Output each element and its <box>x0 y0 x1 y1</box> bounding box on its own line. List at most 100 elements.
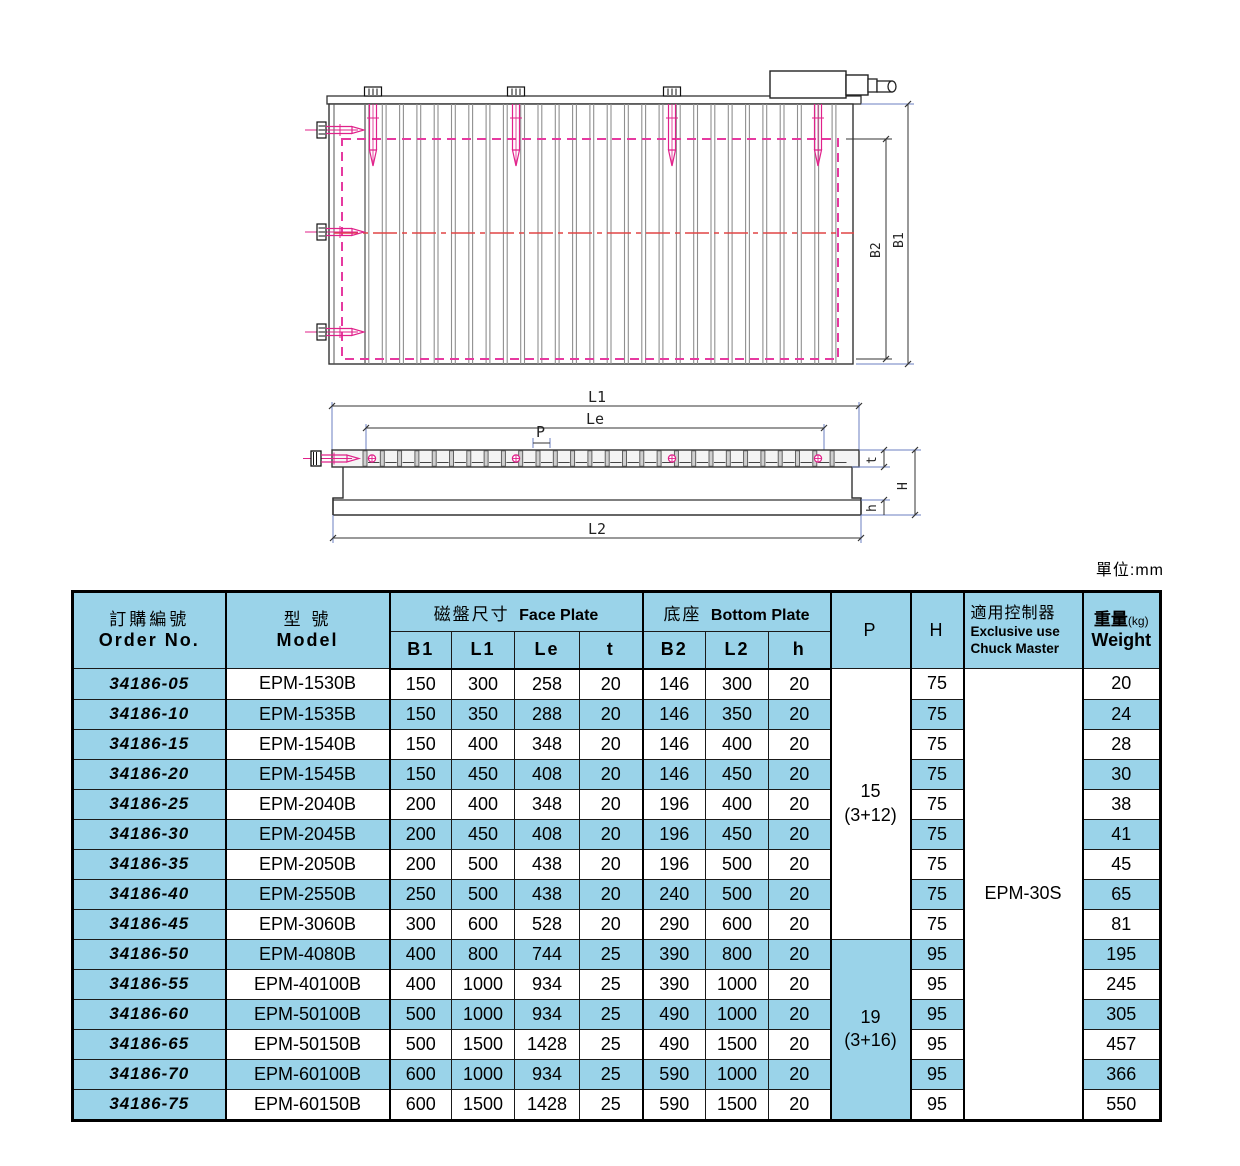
table-cell: EPM-1545B <box>224 758 390 790</box>
table-cell: 25 <box>579 998 643 1030</box>
bottom-plate-zh: 底座 <box>663 604 702 624</box>
table-cell: EPM-4080B <box>224 938 390 970</box>
table-cell: 20 <box>768 1088 831 1121</box>
table-cell: 400 <box>388 938 452 970</box>
table-cell: EPM-60100B <box>224 1058 390 1090</box>
table-cell: 75 <box>910 848 964 880</box>
table-cell: 30 <box>1082 758 1161 790</box>
table-cell: 528 <box>514 908 580 940</box>
table-row: 34186-20 EPM-1545B 150 450 408 20 146 450 20 75 30 <box>72 758 1161 790</box>
table-cell: 150 <box>388 668 452 700</box>
table-cell: 450 <box>705 818 769 850</box>
table-cell: 196 <box>641 818 706 850</box>
magnet-dots <box>367 454 823 463</box>
table-cell: 934 <box>514 998 580 1030</box>
pole-teeth <box>362 450 847 467</box>
table-cell: 20 <box>768 698 831 730</box>
table-cell: 1000 <box>705 1058 769 1090</box>
col-le: Le <box>514 631 580 670</box>
table-row: 34186-65 EPM-50150B 500 1500 1428 25 490 1500 20… <box>72 1028 1161 1060</box>
table-row: 34186-40 EPM-2550B 250 500 438 20 240 500 20 75 65 <box>72 878 1161 910</box>
table-cell: 200 <box>388 848 452 880</box>
table-cell: EPM-60150B <box>224 1088 390 1121</box>
col-b1: B1 <box>388 631 452 670</box>
pole-lines <box>364 104 837 364</box>
table-cell: 75 <box>910 728 964 760</box>
table-cell: 20 <box>768 758 831 790</box>
table-cell: EPM-1530B <box>224 668 390 700</box>
table-cell: 300 <box>388 908 452 940</box>
table-cell: 24 <box>1082 698 1161 730</box>
table-cell: 34186-30 <box>72 818 226 850</box>
table-cell: 34186-60 <box>72 998 226 1030</box>
table-cell: 34186-20 <box>72 758 226 790</box>
table-cell: EPM-2045B <box>224 818 390 850</box>
table-cell: 500 <box>388 1028 452 1060</box>
table-cell: 1428 <box>514 1028 580 1060</box>
table-cell: 20 <box>768 1028 831 1060</box>
table-cell: 200 <box>388 818 452 850</box>
table-cell: 250 <box>388 878 452 910</box>
col-group-face-plate: 磁盤尺寸 Face Plate <box>388 591 643 632</box>
unit-label: 單位:mm <box>1095 562 1164 579</box>
table-row: 34186-35 EPM-2050B 200 500 438 20 196 500 20 75 45 <box>72 848 1161 880</box>
table-cell: 20 <box>579 668 643 700</box>
table-row: 34186-55 EPM-40100B 400 1000 934 25 390 1000 20 9… <box>72 968 1161 1000</box>
table-cell: EPM-3060B <box>224 908 390 940</box>
top-view-drawing: B2 B1 <box>305 70 914 368</box>
table-header: 訂購編號 Order No. 型 號 Model 磁盤尺寸 Face Plate… <box>72 591 1161 670</box>
table-cell: 20 <box>579 698 643 730</box>
table-cell: 490 <box>641 1028 706 1060</box>
table-cell: 20 <box>579 908 643 940</box>
col-b2: B2 <box>641 631 706 670</box>
table-cell: 500 <box>705 878 769 910</box>
table-row: 34186-70 EPM-60100B 600 1000 934 25 590 1000 20 9… <box>72 1058 1161 1090</box>
dim-label-b1: B1 <box>892 232 907 248</box>
table-cell: 934 <box>514 968 580 1000</box>
col-weight: 重量(kg) Weight <box>1082 591 1161 669</box>
table-cell: 500 <box>705 848 769 880</box>
table-cell: 550 <box>1082 1088 1161 1121</box>
table-cell: 1000 <box>705 968 769 1000</box>
table-cell: 20 <box>579 758 643 790</box>
table-row: 34186-50 EPM-4080B 400 800 744 25 390 800 20 19 (3… <box>72 938 1161 1121</box>
table-cell: 348 <box>514 788 580 820</box>
table-cell: 34186-65 <box>72 1028 226 1060</box>
table-row: 34186-15 EPM-1540B 150 400 348 20 146 400 20 75 28 <box>72 728 1161 760</box>
table-cell: 20 <box>768 968 831 1000</box>
dimension-H: H <box>861 446 921 519</box>
table-cell: EPM-2050B <box>224 848 390 880</box>
table-row: 34186-75 EPM-60150B 600 1500 1428 25 590 1500 20… <box>72 1088 1161 1121</box>
table-cell: 590 <box>641 1058 706 1090</box>
table-cell: 20 <box>768 938 831 970</box>
table-cell: 20 <box>768 848 831 880</box>
p-group-cell: 19 (3+16) <box>829 938 912 1121</box>
table-cell: 348 <box>514 728 580 760</box>
table-cell: 146 <box>641 758 706 790</box>
order-no-zh: 訂購編號 <box>109 610 190 630</box>
table-cell: 600 <box>451 908 515 940</box>
table-cell: 150 <box>388 698 452 730</box>
table-cell: 934 <box>514 1058 580 1090</box>
table-cell: 75 <box>910 758 964 790</box>
dim-label-h: h <box>865 504 880 512</box>
table-cell: 20 <box>579 728 643 760</box>
table-cell: 45 <box>1082 848 1161 880</box>
col-l1: L1 <box>451 631 515 670</box>
table-cell: 150 <box>388 728 452 760</box>
col-controller: 適用控制器 Exclusive use Chuck Master <box>963 591 1084 669</box>
table-cell: 34186-10 <box>72 698 226 730</box>
dimension-h: h <box>861 496 890 515</box>
table-cell: 1000 <box>705 998 769 1030</box>
table-cell: 1428 <box>514 1088 580 1121</box>
table-cell: 20 <box>768 668 831 700</box>
col-p: P <box>829 591 912 669</box>
table-cell: 34186-15 <box>72 728 226 760</box>
magnet-area-dashed <box>341 138 839 360</box>
table-cell: 800 <box>705 938 769 970</box>
table-cell: 75 <box>910 878 964 910</box>
table-cell: 500 <box>451 878 515 910</box>
table-cell: 34186-25 <box>72 788 226 820</box>
table-cell: 20 <box>768 878 831 910</box>
model-zh: 型 號 <box>283 610 332 630</box>
